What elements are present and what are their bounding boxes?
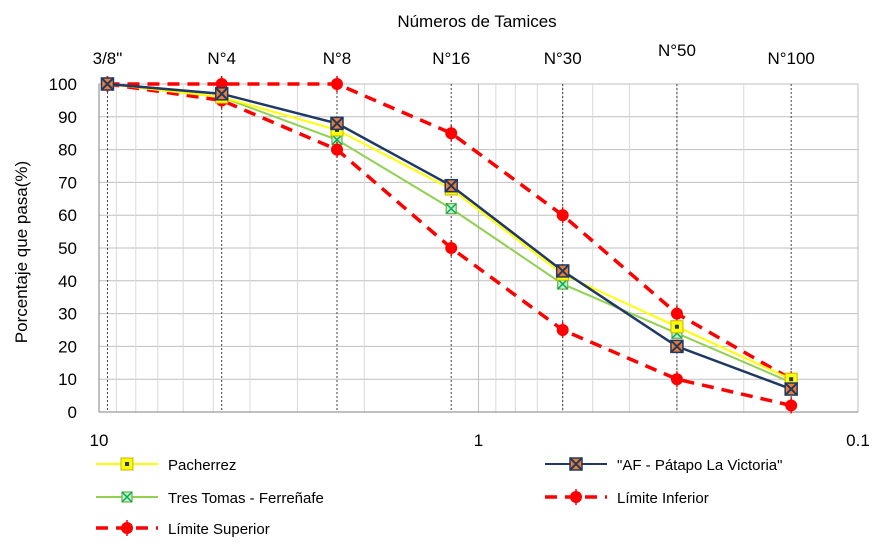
sieve-label: N°8 — [323, 49, 352, 68]
data-point — [556, 324, 569, 336]
x-tick-label: 0.1 — [846, 431, 870, 450]
data-point — [445, 127, 458, 140]
y-tick-label: 70 — [58, 173, 77, 192]
data-point-x — [670, 339, 684, 354]
chart-title: Números de Tamices — [397, 12, 556, 31]
sieve-label: N°30 — [544, 49, 582, 68]
data-point — [445, 242, 458, 254]
data-point-center — [674, 324, 679, 329]
x-tick-label: 10 — [90, 431, 109, 450]
data-point-x — [784, 382, 798, 396]
y-tick-label: 10 — [58, 370, 77, 389]
legend-label: "AF - Pátapo La Victoria" — [617, 457, 782, 474]
data-point — [330, 78, 343, 90]
data-point-center — [789, 377, 794, 382]
data-point — [670, 373, 683, 386]
data-point-x — [555, 264, 570, 278]
legend-label: Pacherrez — [168, 457, 236, 474]
sieve-label: 3/8" — [93, 49, 123, 68]
data-point-x — [331, 134, 343, 146]
data-point-x — [445, 203, 457, 215]
legend-label: Límite Superior — [168, 521, 270, 538]
data-point-x — [121, 491, 133, 503]
data-point — [330, 143, 343, 156]
data-point — [121, 522, 133, 534]
data-point-x — [557, 278, 569, 290]
legend-label: Límite Inferior — [617, 490, 709, 507]
y-tick-label: 40 — [58, 272, 77, 291]
legend-label: Tres Tomas - Ferreñafe — [168, 490, 324, 507]
data-point — [785, 399, 798, 412]
data-point — [215, 78, 228, 90]
data-point-x — [330, 116, 344, 131]
y-axis-label: Porcentaje que pasa(%) — [12, 161, 31, 343]
y-tick-label: 0 — [68, 403, 77, 422]
y-tick-label: 50 — [58, 239, 77, 258]
x-tick-label: 1 — [474, 431, 483, 450]
y-tick-label: 60 — [58, 206, 77, 225]
sieve-label: N°4 — [207, 49, 236, 68]
data-point — [556, 209, 569, 222]
data-point — [670, 307, 683, 320]
y-tick-label: 20 — [58, 337, 77, 356]
y-tick-label: 100 — [49, 75, 77, 94]
data-point — [570, 491, 582, 503]
sieve-label: N°50 — [658, 41, 696, 60]
data-point-x — [214, 87, 229, 101]
data-point-center — [125, 462, 129, 466]
y-tick-label: 90 — [58, 108, 77, 127]
y-tick-label: 80 — [58, 141, 77, 160]
sieve-label: N°16 — [432, 49, 470, 68]
data-point-x — [100, 77, 115, 91]
data-point-x — [444, 178, 458, 193]
sieve-label: N°100 — [767, 49, 814, 68]
y-tick-label: 30 — [58, 305, 77, 324]
data-point-x — [569, 457, 583, 471]
